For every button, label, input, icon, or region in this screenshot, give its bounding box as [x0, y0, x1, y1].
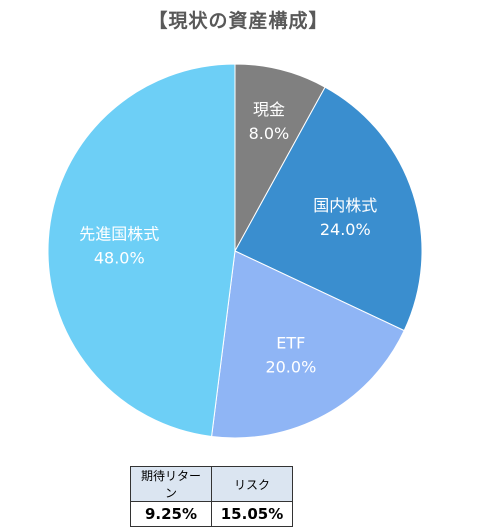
slice-label-2: ETF — [276, 334, 305, 353]
slice-value-label-2: 20.0% — [265, 358, 316, 377]
pie-slice-1 — [234, 86, 423, 332]
risk-value: 15.05% — [211, 501, 293, 527]
expected-return-value: 9.25% — [130, 501, 212, 527]
slice-value-label-1: 24.0% — [320, 220, 371, 239]
expected-return-header: 期待リターン — [130, 466, 212, 502]
risk-header: リスク — [211, 466, 293, 502]
stats-header-row: 期待リターン リスク — [130, 466, 293, 502]
stats-table: 期待リターン リスク 9.25% 15.05% — [130, 466, 293, 527]
slice-value-label-3: 48.0% — [94, 249, 145, 268]
pie-slice-3 — [47, 63, 236, 438]
slice-label-0: 現金 — [253, 100, 285, 119]
stats-value-row: 9.25% 15.05% — [130, 501, 293, 527]
slice-label-1: 国内株式 — [313, 196, 377, 215]
pie-slice-0 — [234, 63, 326, 252]
pie-slice-2 — [211, 250, 405, 439]
chart-title: 【現状の資産構成】 — [148, 10, 329, 32]
slice-label-3: 先進国株式 — [79, 225, 159, 244]
slice-value-label-0: 8.0% — [249, 124, 290, 143]
